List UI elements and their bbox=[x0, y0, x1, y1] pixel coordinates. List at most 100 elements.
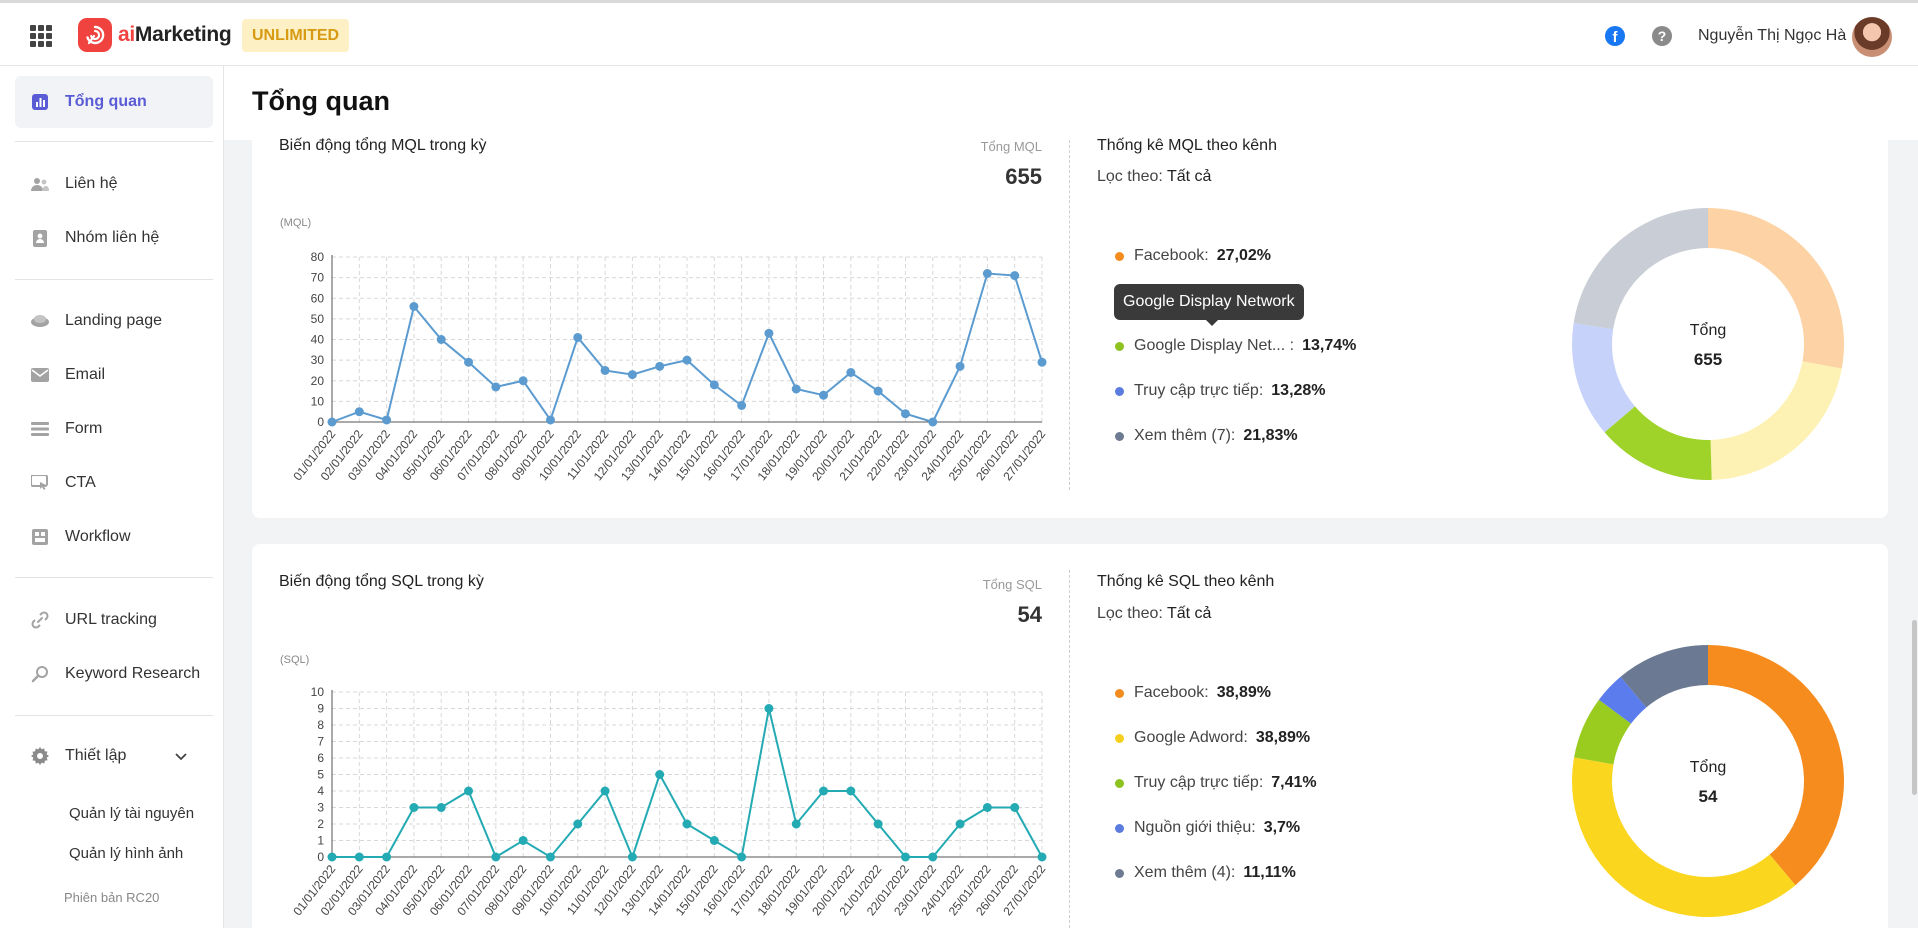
data-point bbox=[545, 852, 555, 862]
legend-dot bbox=[1115, 251, 1124, 261]
avatar[interactable] bbox=[1852, 17, 1892, 57]
data-point bbox=[873, 386, 883, 396]
mql-total-label: Tổng MQL bbox=[980, 139, 1042, 154]
sql-legend-facebook[interactable]: Facebook: 38,89% bbox=[1115, 684, 1271, 702]
sidebar-subitem-images[interactable]: Quản lý hình ảnh bbox=[69, 845, 184, 862]
data-point bbox=[900, 852, 910, 862]
chevron-down-icon bbox=[175, 748, 187, 766]
sql-legend-more[interactable]: Xem thêm (4): 11,11% bbox=[1115, 864, 1296, 882]
sidebar-item-label: CTA bbox=[65, 474, 96, 491]
donut-slice bbox=[1708, 645, 1844, 886]
sidebar-item-contacts[interactable]: Liên hệ bbox=[15, 158, 213, 210]
legend-name: Truy cập trực tiếp: bbox=[1134, 382, 1264, 399]
mql-card bbox=[252, 140, 1888, 518]
data-point bbox=[1010, 803, 1020, 812]
legend-name: Google Display Net... : bbox=[1134, 337, 1295, 354]
data-point bbox=[982, 803, 992, 812]
y-tick-label: 0 bbox=[317, 850, 324, 864]
y-tick-label: 70 bbox=[311, 271, 325, 285]
facebook-icon[interactable]: f bbox=[1605, 26, 1625, 46]
data-point bbox=[819, 786, 829, 796]
sql-legend-google-adword[interactable]: Google Adword: 38,89% bbox=[1115, 729, 1310, 747]
email-icon bbox=[31, 366, 49, 384]
sidebar-item-email[interactable]: Email bbox=[15, 349, 213, 401]
legend-dot bbox=[1115, 778, 1124, 788]
mql-legend-gdn[interactable]: Google Display Net... : 13,74% bbox=[1115, 337, 1356, 355]
legend-pct: 11,11% bbox=[1243, 864, 1296, 881]
sidebar-item-cta[interactable]: CTA bbox=[15, 457, 213, 509]
sidebar-item-landing-page[interactable]: Landing page bbox=[15, 295, 213, 347]
data-point bbox=[382, 852, 392, 862]
donut-slice bbox=[1604, 406, 1712, 481]
sidebar-item-keyword-research[interactable]: Keyword Research bbox=[15, 648, 213, 700]
mql-channel-title: Thống kê MQL theo kênh bbox=[1097, 137, 1277, 154]
y-tick-label: 1 bbox=[317, 834, 324, 848]
sidebar: Tổng quan Liên hệ Nhóm liên hệ Landing p… bbox=[0, 66, 224, 928]
help-icon[interactable]: ? bbox=[1652, 26, 1672, 46]
data-point bbox=[928, 417, 938, 427]
sidebar-item-overview[interactable]: Tổng quan bbox=[15, 76, 213, 128]
sidebar-item-workflow[interactable]: Workflow bbox=[15, 511, 213, 563]
data-point bbox=[737, 852, 747, 862]
sidebar-item-label: Landing page bbox=[65, 312, 162, 329]
data-point bbox=[982, 269, 992, 278]
data-point bbox=[682, 355, 692, 365]
mql-legend-facebook[interactable]: Facebook: 27,02% bbox=[1115, 247, 1271, 265]
legend-pct: 21,83% bbox=[1243, 427, 1298, 444]
sidebar-item-label: Thiết lập bbox=[65, 747, 127, 764]
mql-total-value: 655 bbox=[1005, 164, 1042, 189]
user-name[interactable]: Nguyễn Thị Ngọc Hà bbox=[1698, 27, 1847, 44]
legend-pct: 38,89% bbox=[1255, 729, 1311, 746]
data-point bbox=[436, 335, 446, 344]
page-scrollbar[interactable] bbox=[1912, 620, 1917, 795]
apps-grid-icon[interactable] bbox=[30, 25, 52, 47]
data-point bbox=[655, 770, 665, 779]
sidebar-item-label: Tổng quan bbox=[65, 93, 147, 110]
sidebar-item-label: Liên hệ bbox=[65, 175, 118, 192]
sql-legend-direct[interactable]: Truy cập trực tiếp: 7,41% bbox=[1115, 774, 1317, 792]
sidebar-subitem-resources[interactable]: Quản lý tài nguyên bbox=[69, 805, 195, 822]
mql-legend-more[interactable]: Xem thêm (7): 21,83% bbox=[1115, 427, 1298, 445]
version-label: Phiên bản RC20 bbox=[64, 890, 160, 905]
filter-value: Tất cả bbox=[1166, 605, 1212, 622]
mql-chart-title: Biến động tổng MQL trong kỳ bbox=[279, 137, 487, 154]
app-logo[interactable]: aiMarketing bbox=[78, 18, 232, 52]
legend-dot bbox=[1115, 688, 1124, 698]
data-point bbox=[682, 819, 692, 829]
sql-line-chart: 01234567891001/01/202202/01/202203/01/20… bbox=[290, 685, 1048, 918]
y-tick-label: 4 bbox=[317, 784, 324, 798]
y-tick-label: 40 bbox=[311, 333, 325, 347]
sidebar-item-settings[interactable]: Thiết lập bbox=[15, 730, 213, 782]
donut-slice bbox=[1708, 208, 1844, 369]
sql-filter[interactable]: Lọc theo: Tất cả bbox=[1097, 605, 1211, 623]
sidebar-item-label: URL tracking bbox=[65, 611, 157, 628]
y-tick-label: 6 bbox=[317, 751, 324, 765]
legend-name: Xem thêm (7): bbox=[1134, 427, 1236, 444]
y-tick-label: 80 bbox=[311, 250, 325, 264]
sql-channel-title: Thống kê SQL theo kênh bbox=[1097, 573, 1275, 590]
data-point bbox=[573, 819, 583, 829]
mql-donut-center: Tổng 655 bbox=[1648, 322, 1768, 370]
legend-dot bbox=[1115, 823, 1124, 833]
contacts-icon bbox=[31, 175, 49, 193]
legend-dot bbox=[1115, 386, 1124, 396]
y-tick-label: 7 bbox=[317, 735, 324, 749]
donut-center-label: Tổng bbox=[1689, 322, 1727, 339]
sql-unit-label: (SQL) bbox=[280, 654, 310, 666]
legend-dot bbox=[1115, 733, 1124, 743]
sidebar-item-url-tracking[interactable]: URL tracking bbox=[15, 594, 213, 646]
sql-legend-referral[interactable]: Nguồn giới thiệu: 3,7% bbox=[1115, 819, 1300, 837]
filter-label: Lọc theo: bbox=[1097, 605, 1163, 622]
data-point bbox=[928, 852, 938, 862]
data-point bbox=[627, 370, 637, 380]
mql-filter[interactable]: Lọc theo: Tất cả bbox=[1097, 168, 1211, 186]
data-point bbox=[873, 819, 883, 829]
mql-legend-direct[interactable]: Truy cập trực tiếp: 13,28% bbox=[1115, 382, 1326, 400]
sidebar-item-contact-groups[interactable]: Nhóm liên hệ bbox=[15, 212, 213, 264]
sidebar-item-form[interactable]: Form bbox=[15, 403, 213, 455]
mql-card-divider bbox=[1069, 140, 1070, 490]
filter-value: Tất cả bbox=[1166, 168, 1212, 185]
y-tick-label: 30 bbox=[311, 353, 325, 367]
top-header: aiMarketing UNLIMITED f ? Nguyễn Thị Ngọ… bbox=[0, 0, 1918, 66]
donut-slice bbox=[1572, 323, 1635, 433]
